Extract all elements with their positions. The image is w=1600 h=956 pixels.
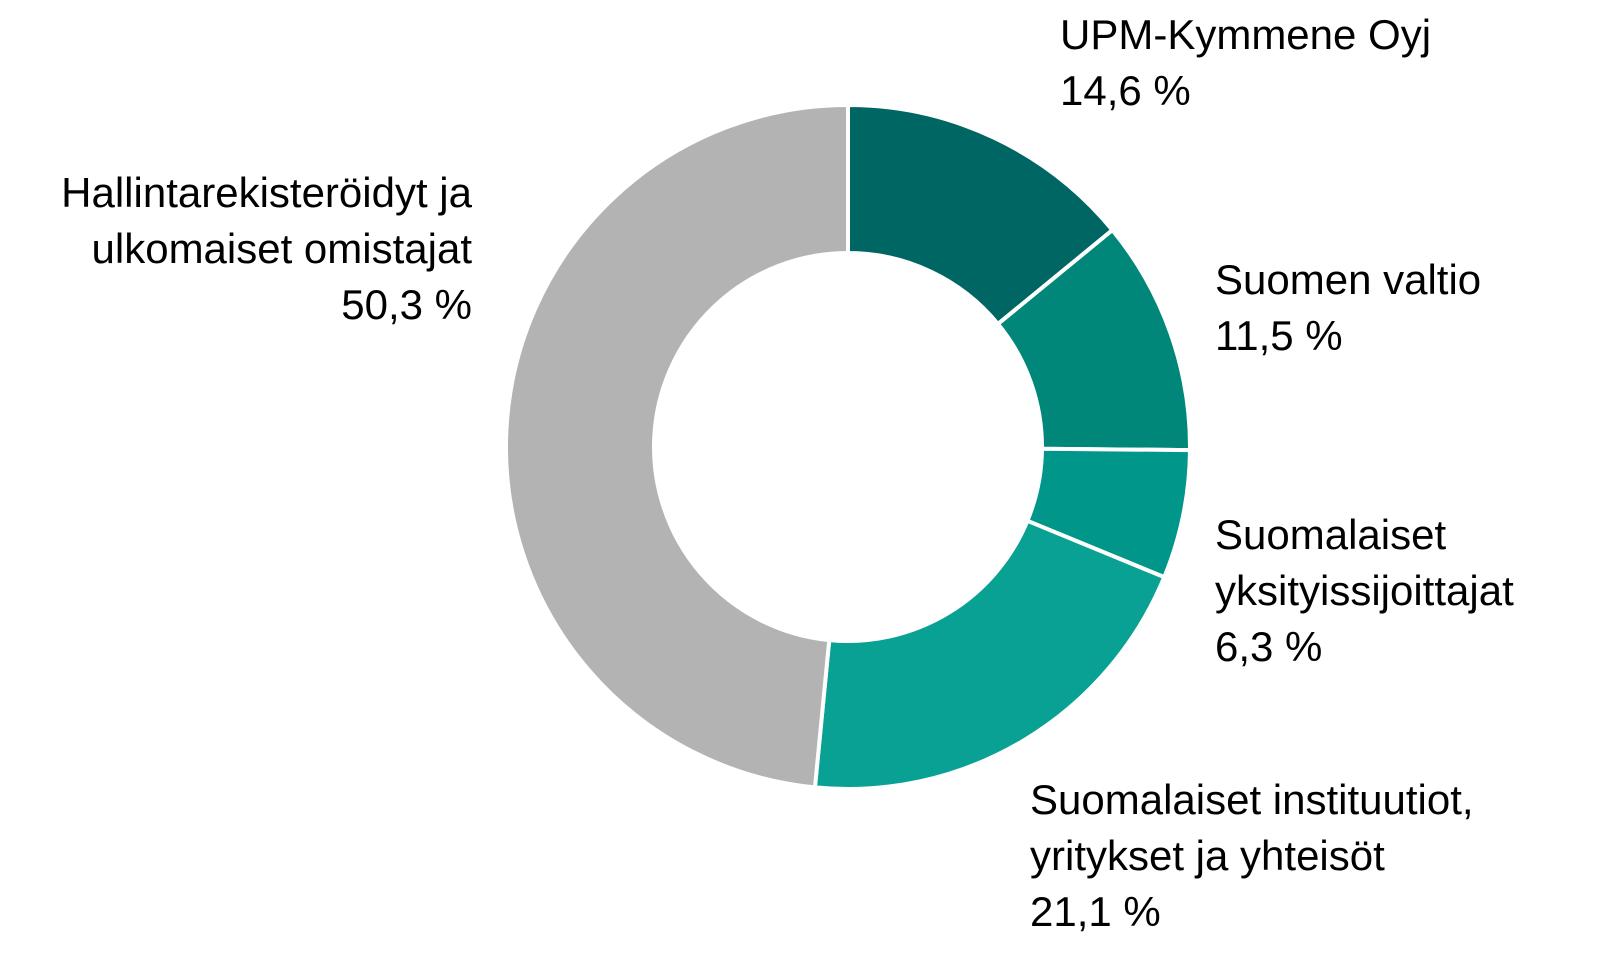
slice-label: Suomalaiset instituutiot, yritykset ja y… [1030, 772, 1550, 940]
slice-label: UPM-Kymmene Oyj 14,6 % [1060, 7, 1560, 119]
category-name: Suomen valtio [1215, 256, 1482, 303]
donut-slice [812, 518, 1167, 791]
donut-slice [846, 102, 1116, 327]
value-label: 21,1 % [1030, 888, 1161, 935]
slice-label: Suomen valtio 11,5 % [1215, 252, 1595, 364]
slice-label: Suomalaiset yksityissijoittajat 6,3 % [1215, 507, 1600, 675]
category-name: Suomalaiset instituutiot, yritykset ja y… [1030, 776, 1474, 879]
category-name: UPM-Kymmene Oyj [1060, 11, 1432, 58]
value-label: 14,6 % [1060, 67, 1191, 114]
category-name: Suomalaiset yksityissijoittajat [1215, 511, 1514, 614]
donut-slice [504, 102, 850, 790]
slice-label: Hallintarekisteröidyt ja ulkomaiset omis… [0, 165, 472, 333]
value-label: 11,5 % [1215, 312, 1343, 359]
value-label: 50,3 % [341, 281, 472, 328]
value-label: 6,3 % [1215, 623, 1323, 670]
category-name: Hallintarekisteröidyt ja ulkomaiset omis… [61, 169, 472, 272]
